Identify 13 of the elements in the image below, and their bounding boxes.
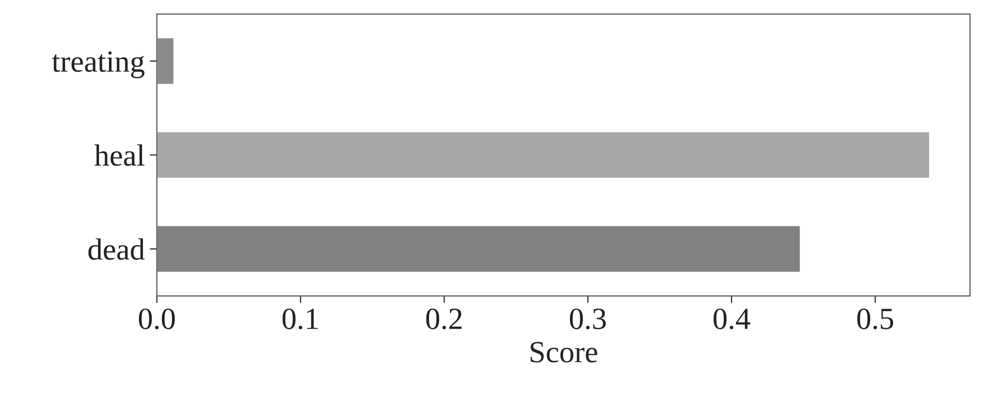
y-tick-label: heal [94,144,144,166]
x-tick-label: 0.5 [857,308,894,330]
bar [156,36,175,86]
x-tick-label: 0.4 [714,308,750,330]
x-axis-title: Score [530,342,598,362]
x-tick-label: 0.0 [138,308,175,330]
bar [156,130,930,180]
y-tick-label: dead [88,238,145,260]
x-tick-label: 0.3 [570,308,606,330]
x-tick-label: 0.2 [426,308,462,330]
bar [156,224,802,274]
x-tick-label: 0.1 [282,308,318,330]
y-tick-label: treating [52,51,144,78]
